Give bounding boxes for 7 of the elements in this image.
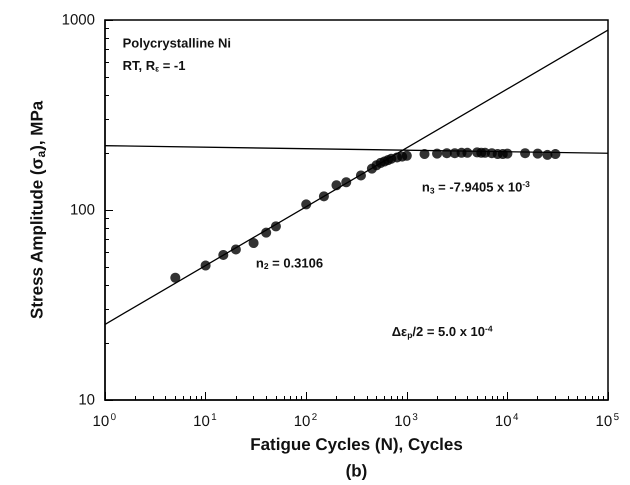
x-axis-title: Fatigue Cycles (N), Cycles [250,435,463,454]
y-tick-label: 10 [78,392,95,408]
y-axis-title: Stress Amplitude (σa), MPa [28,100,48,319]
text: (b) [346,462,368,480]
y-tick-label: 1000 [62,12,95,28]
annotation: Polycrystalline Ni [122,35,231,50]
y-tick-label: 100 [70,202,95,218]
